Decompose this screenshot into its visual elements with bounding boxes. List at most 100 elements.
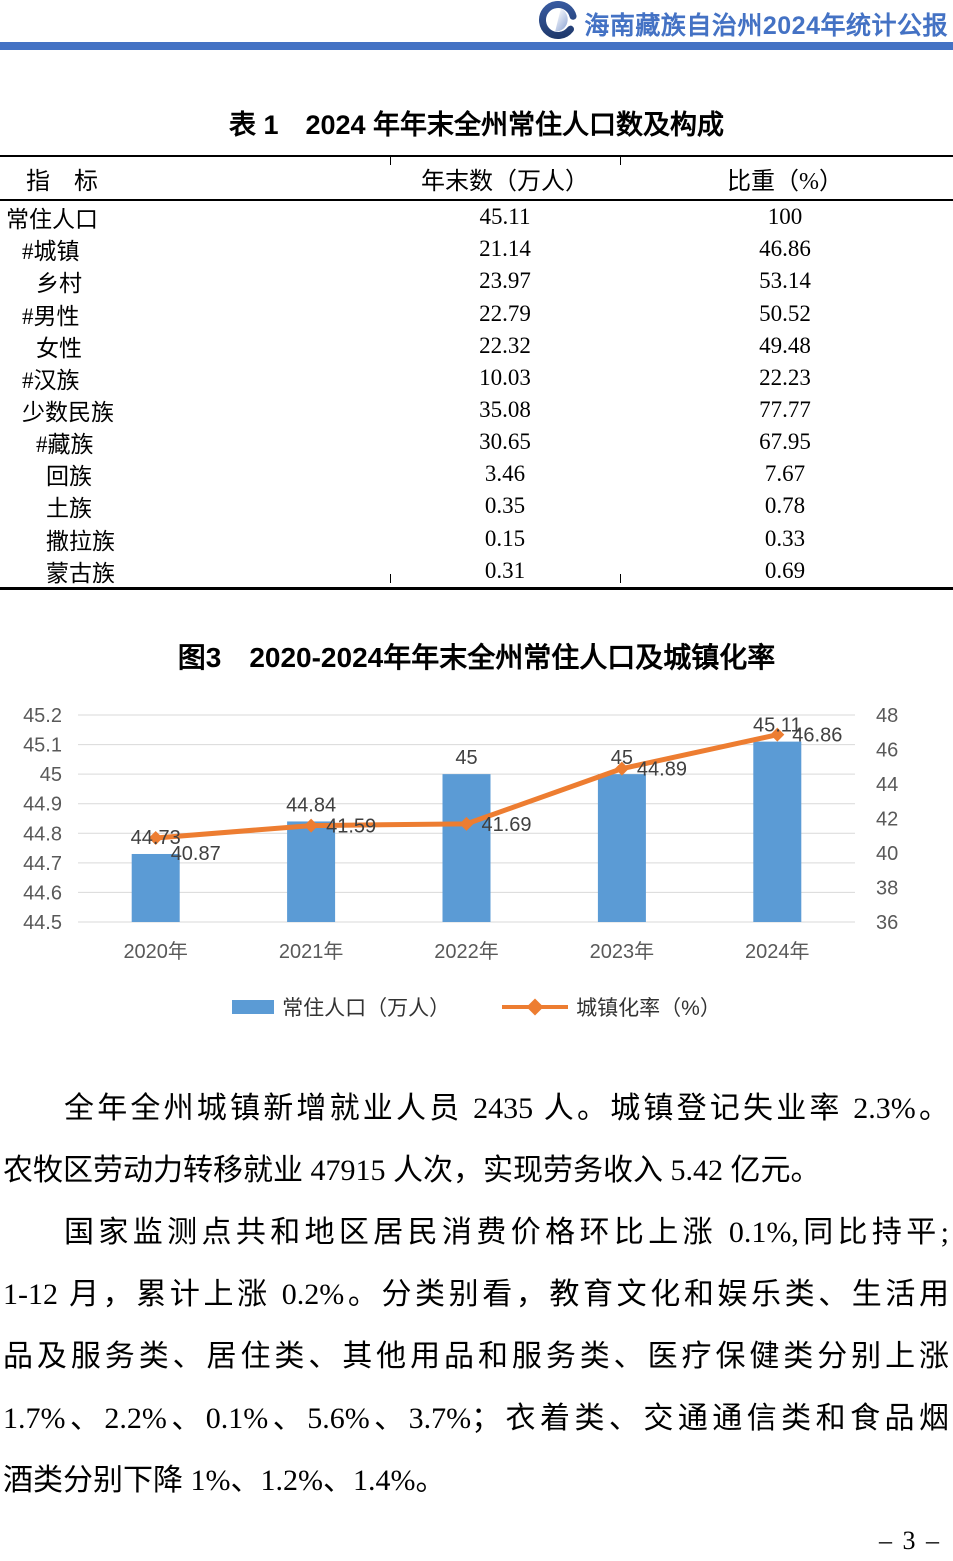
bar-data-label: 44.73 bbox=[131, 827, 181, 849]
table-column-divider bbox=[620, 574, 621, 583]
left-axis-tick: 45 bbox=[40, 764, 62, 786]
row-value: 22.79 bbox=[479, 300, 531, 326]
bar-data-label: 45 bbox=[455, 747, 477, 769]
row-indicator: 回族 bbox=[46, 464, 92, 490]
bar-data-label: 44.84 bbox=[286, 794, 336, 816]
left-axis-tick: 44.9 bbox=[23, 794, 62, 816]
line-marker bbox=[148, 830, 163, 845]
row-indicator: #男性 bbox=[22, 303, 80, 329]
population-table: 指 标 年末数（万人） 比重（%） 常住人口 45.11 100 #城镇 21.14 46… bbox=[0, 155, 953, 590]
row-share: 49.48 bbox=[759, 332, 811, 358]
col-header-share: 比重（%） bbox=[727, 168, 843, 195]
bar bbox=[287, 821, 336, 922]
row-share: 100 bbox=[767, 204, 803, 230]
right-axis-tick: 44 bbox=[876, 774, 898, 796]
line-data-label: 44.89 bbox=[637, 759, 687, 781]
col-header-value: 年末数（万人） bbox=[421, 168, 589, 195]
table-row: 回族 3.46 7.67 bbox=[0, 458, 953, 490]
left-axis-tick: 44.6 bbox=[23, 882, 62, 904]
row-share: 77.77 bbox=[759, 397, 811, 423]
category-label: 2020年 bbox=[123, 940, 188, 963]
row-value: 3.46 bbox=[484, 461, 526, 487]
line-data-label: 40.87 bbox=[171, 843, 221, 865]
row-share: 50.52 bbox=[759, 300, 811, 326]
right-axis-tick: 36 bbox=[876, 912, 898, 934]
left-axis-tick: 44.8 bbox=[23, 823, 62, 845]
right-axis-tick: 38 bbox=[876, 878, 898, 900]
header-divider bbox=[0, 42, 953, 50]
row-value: 10.03 bbox=[479, 364, 531, 390]
line-marker bbox=[770, 727, 785, 742]
row-value: 21.14 bbox=[479, 236, 531, 262]
line-data-label: 41.69 bbox=[482, 814, 532, 836]
table-row: #藏族 30.65 67.95 bbox=[0, 426, 953, 458]
table-row: #汉族 10.03 22.23 bbox=[0, 362, 953, 394]
paragraph-line: 1-12 月，累计上涨 0.2%。分类别看，教育文化和娱乐类、生活用 bbox=[3, 1278, 949, 1311]
bar-data-label: 45.11 bbox=[753, 715, 802, 737]
legend-label-population: 常住人口（万人） bbox=[282, 997, 451, 1020]
bar-data-label: 45 bbox=[611, 747, 633, 769]
category-label: 2023年 bbox=[590, 940, 655, 963]
table-row: 土族 0.35 0.78 bbox=[0, 490, 953, 522]
col-header-indicator: 指 标 bbox=[26, 168, 98, 195]
row-value: 0.15 bbox=[484, 525, 526, 551]
row-value: 30.65 bbox=[479, 429, 531, 455]
table-row: #城镇 21.14 46.86 bbox=[0, 233, 953, 265]
row-share: 0.78 bbox=[764, 493, 806, 519]
left-axis-tick: 45.1 bbox=[23, 735, 62, 757]
table-row: 乡村 23.97 53.14 bbox=[0, 265, 953, 297]
row-indicator: 蒙古族 bbox=[46, 560, 115, 586]
row-share: 0.69 bbox=[764, 557, 806, 583]
row-share: 46.86 bbox=[759, 236, 811, 262]
left-axis-tick: 44.7 bbox=[23, 853, 62, 875]
chart-legend: 常住人口（万人） 城镇化率（%） bbox=[0, 992, 953, 1022]
legend-item-urbanization: 城镇化率（%） bbox=[502, 992, 721, 1022]
row-share: 22.23 bbox=[759, 364, 811, 390]
line-marker bbox=[459, 816, 474, 831]
line-swatch-icon bbox=[502, 998, 569, 1016]
paragraph-line: 品及服务类、居住类、其他用品和服务类、医疗保健类分别上涨 bbox=[3, 1340, 949, 1373]
row-value: 35.08 bbox=[479, 397, 531, 423]
row-indicator: 常住人口 bbox=[6, 207, 98, 233]
row-value: 0.31 bbox=[484, 557, 526, 583]
row-share: 67.95 bbox=[759, 429, 811, 455]
paragraph-line: 酒类分别下降 1%、1.2%、1.4%。 bbox=[3, 1464, 446, 1497]
table-row: 撒拉族 0.15 0.33 bbox=[0, 523, 953, 555]
paragraph-line: 全年全州城镇新增就业人员 2435 人。城镇登记失业率 2.3%。 bbox=[64, 1092, 949, 1125]
left-axis-tick: 45.2 bbox=[23, 705, 62, 727]
row-indicator: 少数民族 bbox=[22, 400, 114, 426]
table-header-row: 指 标 年末数（万人） 比重（%） bbox=[0, 157, 953, 201]
row-indicator: #城镇 bbox=[22, 239, 80, 265]
category-label: 2021年 bbox=[279, 940, 344, 963]
table-column-divider bbox=[620, 156, 621, 165]
row-share: 0.33 bbox=[764, 525, 806, 551]
row-value: 22.32 bbox=[479, 332, 531, 358]
legend-label-urbanization: 城镇化率（%） bbox=[576, 997, 721, 1020]
category-label: 2024年 bbox=[745, 940, 810, 963]
bar bbox=[597, 774, 646, 922]
left-axis-tick: 44.5 bbox=[23, 912, 62, 934]
row-value: 45.11 bbox=[479, 204, 531, 230]
figure-title: 图3 2020-2024年年末全州常住人口及城镇化率 bbox=[177, 642, 776, 673]
bulletin-title: 海南藏族自治州2024年统计公报 bbox=[584, 12, 948, 40]
line-data-label: 41.59 bbox=[326, 816, 376, 838]
table-row: 少数民族 35.08 77.77 bbox=[0, 394, 953, 426]
line-data-label: 46.86 bbox=[792, 725, 842, 747]
table-row: 蒙古族 0.31 0.69 bbox=[0, 555, 953, 587]
right-axis-tick: 46 bbox=[876, 740, 898, 762]
bar bbox=[753, 741, 802, 922]
population-chart: 45.2 45.1 45 44.9 44.8 44.7 44.6 44.5 48 46 44 42 40… bbox=[23, 705, 898, 963]
line-marker bbox=[304, 818, 319, 833]
statistics-logo-icon bbox=[539, 1, 577, 39]
row-value: 23.97 bbox=[479, 268, 531, 294]
right-axis-tick: 48 bbox=[876, 705, 898, 727]
row-indicator: 撒拉族 bbox=[46, 528, 115, 554]
row-indicator: #汉族 bbox=[22, 367, 80, 393]
paragraph-line: 国家监测点共和地区居民消费价格环比上涨 0.1%,同比持平; bbox=[64, 1216, 949, 1249]
table-column-divider bbox=[390, 156, 391, 165]
table-column-divider bbox=[390, 574, 391, 583]
table-body: 常住人口 45.11 100 #城镇 21.14 46.86 乡村 23.97 53.14 #男性… bbox=[0, 201, 953, 590]
row-share: 7.67 bbox=[764, 461, 806, 487]
row-indicator: #藏族 bbox=[36, 432, 94, 458]
